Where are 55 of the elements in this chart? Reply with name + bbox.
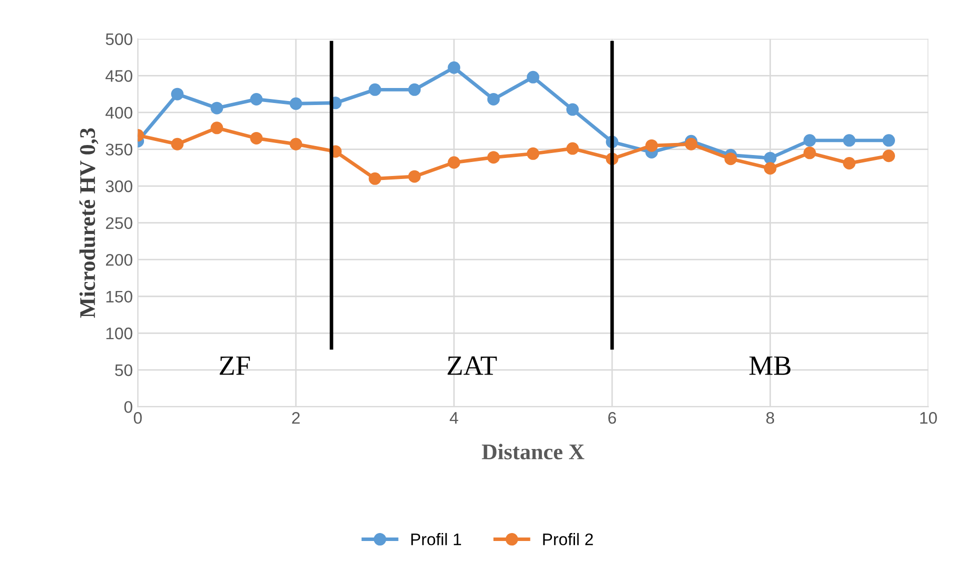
annotation: MB <box>749 356 790 375</box>
point <box>566 103 579 116</box>
x-axis-title: Distance X <box>482 444 584 460</box>
point <box>526 147 540 160</box>
legend-label: Profil 1 <box>411 533 462 546</box>
x-tick-label: 4 <box>450 412 458 424</box>
point <box>448 61 460 74</box>
point <box>645 139 658 152</box>
y-tick-label: 200 <box>106 254 132 266</box>
y-tick-label: 450 <box>106 70 132 82</box>
point <box>882 134 896 147</box>
point <box>882 150 896 162</box>
y-tick-label: 0 <box>124 401 132 413</box>
y-tick-label: 350 <box>106 144 132 156</box>
point <box>368 83 382 96</box>
y-tick-label: 300 <box>106 180 132 192</box>
y-tick-label: 400 <box>106 106 132 119</box>
y-axis-title: Microdureté HV 0,3 <box>79 128 98 318</box>
x-tick-label: 6 <box>608 412 616 424</box>
y-tick-label: 250 <box>106 217 132 230</box>
point <box>408 83 421 96</box>
point <box>171 88 184 100</box>
point <box>210 102 224 114</box>
point <box>764 162 776 175</box>
x-tick-label: 8 <box>766 412 774 424</box>
point <box>842 134 856 147</box>
point <box>526 70 540 84</box>
point <box>487 151 500 164</box>
y-tick-label: 50 <box>115 364 132 376</box>
x-tick-label: 0 <box>134 412 142 424</box>
y-tick-label: 500 <box>106 33 132 46</box>
point <box>290 138 302 150</box>
point <box>408 170 421 183</box>
point <box>764 152 776 164</box>
point <box>842 156 856 170</box>
point <box>724 152 737 166</box>
point <box>250 132 263 144</box>
point <box>368 172 382 185</box>
point <box>684 138 698 150</box>
point <box>566 142 579 155</box>
point <box>210 122 224 134</box>
legend-label: Profil 2 <box>543 533 593 546</box>
x-tick-label: 2 <box>292 412 300 424</box>
point <box>250 92 263 106</box>
annotation: ZF <box>220 356 250 375</box>
point <box>803 146 816 160</box>
annotation: ZAT <box>448 356 497 375</box>
point <box>448 156 460 169</box>
point <box>803 134 816 147</box>
x-tick-label: 10 <box>920 412 937 424</box>
y-tick-label: 150 <box>106 290 132 303</box>
point <box>171 138 184 150</box>
point <box>290 97 302 110</box>
point <box>487 92 500 106</box>
y-tick-label: 100 <box>106 328 132 340</box>
